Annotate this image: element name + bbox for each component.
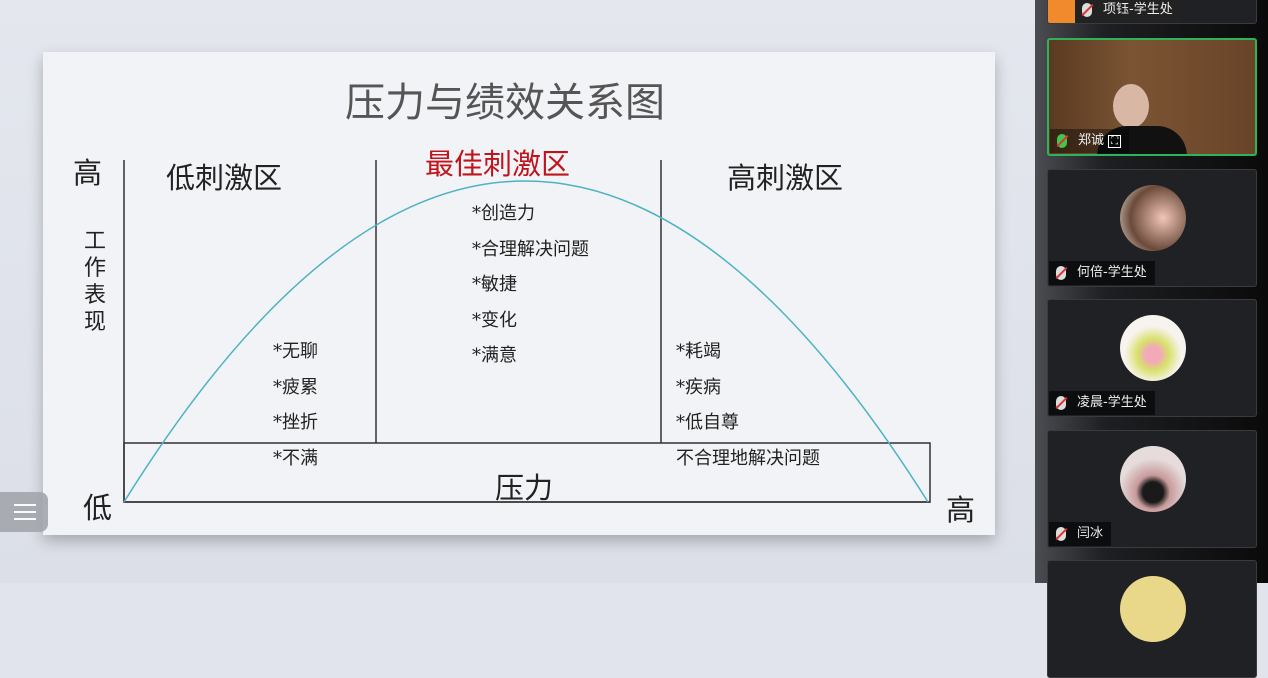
x-axis-label: 压力: [495, 471, 554, 505]
participant-tile[interactable]: 何倍-学生处: [1047, 169, 1257, 287]
zone-low-label: 低刺激区: [166, 161, 283, 195]
list-icon: [14, 504, 36, 506]
participant-name: 何倍-学生处: [1077, 265, 1147, 280]
participant-name: 凌晨-学生处: [1077, 395, 1147, 410]
mic-active-icon: [1057, 134, 1067, 148]
zone-high-items: *耗竭 *疾病 *低自尊 不合理地解决问题: [676, 334, 820, 476]
list-item: *创造力: [472, 203, 535, 224]
video-feed: [1113, 84, 1149, 128]
video-person: [1097, 126, 1187, 154]
participant-tile-active[interactable]: 郑诚 ⛶: [1047, 38, 1257, 156]
list-icon-line: [14, 511, 36, 513]
avatar: [1120, 315, 1186, 381]
participant-label: 闫冰: [1049, 522, 1112, 546]
list-menu-button[interactable]: [0, 492, 48, 532]
participant-label: 何倍-学生处: [1049, 261, 1155, 285]
participant-tile[interactable]: 项钰-学生处: [1047, 0, 1257, 24]
slide: [43, 52, 995, 535]
list-item: *满意: [472, 345, 517, 366]
mic-muted-icon: [1056, 396, 1066, 410]
avatar: [1120, 185, 1186, 251]
y-axis-label: 工作表现: [84, 229, 107, 335]
list-item: *不满: [273, 447, 318, 469]
list-item: *低自尊: [676, 412, 739, 433]
mic-muted-icon: [1056, 527, 1066, 541]
list-item: *挫折: [273, 412, 318, 433]
shared-screen: 压力与绩效关系图 高 工作表现 低 压力 高 低刺激区 最佳刺激区 高刺激区 *…: [0, 0, 1035, 583]
participant-name: 闫冰: [1077, 526, 1104, 541]
list-icon-line: [14, 518, 36, 520]
focus-icon: ⛶: [1108, 135, 1122, 148]
list-item: *无聊: [273, 341, 318, 362]
mic-muted-icon: [1082, 3, 1092, 17]
participants-panel[interactable]: 项钰-学生处 郑诚 ⛶ 何倍-学生处 凌晨-学生处 闫冰: [1035, 0, 1268, 678]
avatar: [1120, 576, 1186, 642]
list-item: *耗竭: [676, 341, 721, 362]
zone-optimal-label: 最佳刺激区: [425, 147, 571, 181]
zone-high-label: 高刺激区: [727, 161, 844, 195]
participant-tile[interactable]: 闫冰: [1047, 430, 1257, 548]
participant-tile[interactable]: [1047, 560, 1257, 678]
participant-label: 郑诚 ⛶: [1050, 129, 1130, 153]
participant-label: 项钰-学生处: [1075, 0, 1181, 22]
mic-muted-icon: [1056, 266, 1066, 280]
participant-label: 凌晨-学生处: [1049, 391, 1155, 415]
participant-name: 项钰-学生处: [1103, 2, 1173, 17]
slide-title: 压力与绩效关系图: [345, 80, 665, 126]
list-item: *变化: [472, 309, 517, 331]
pressure-box: [123, 442, 931, 503]
zone-optimal-items: *创造力 *合理解决问题 *敏捷 *变化 *满意: [472, 196, 589, 374]
user-avatar-icon: [1048, 0, 1075, 23]
avatar: [1120, 446, 1186, 512]
participant-tile[interactable]: 凌晨-学生处: [1047, 299, 1257, 417]
y-low-label: 低: [83, 491, 113, 525]
x-high-label: 高: [946, 493, 976, 527]
chart-lines: [123, 160, 931, 503]
participant-name: 郑诚: [1078, 133, 1105, 148]
performance-curve: [123, 180, 929, 503]
list-item: *疲累: [273, 376, 318, 398]
list-item: *疾病: [676, 376, 721, 398]
list-item: 不合理地解决问题: [676, 447, 820, 469]
list-item: *敏捷: [472, 274, 517, 295]
list-item: *合理解决问题: [472, 238, 589, 260]
zone-low-items: *无聊 *疲累 *挫折 *不满: [273, 334, 318, 476]
y-high-label: 高: [73, 156, 103, 190]
